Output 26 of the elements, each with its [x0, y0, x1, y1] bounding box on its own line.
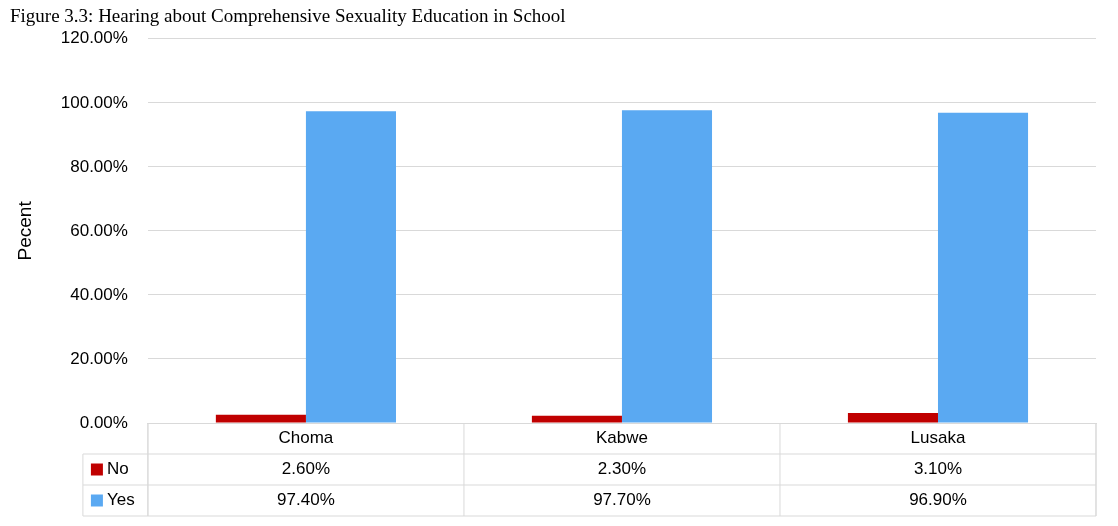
y-tick-label: 20.00%: [70, 348, 128, 368]
y-tick-label: 80.00%: [70, 156, 128, 176]
text: 2.30%: [597, 459, 647, 479]
y-axis-title: Pecent: [13, 200, 35, 261]
bar: [215, 414, 306, 423]
bar: [305, 111, 396, 423]
text: 97.40%: [277, 490, 335, 510]
text: 3.10%: [913, 459, 963, 479]
y-tick-label: 100.00%: [60, 92, 128, 112]
legend-label: No: [106, 459, 129, 479]
legend-label: Yes: [106, 490, 135, 510]
bar: [621, 110, 713, 423]
x-tick-label: Kabwe: [595, 428, 648, 448]
y-tick-label: 0.00%: [79, 412, 128, 432]
chart-title: Figure 3.3: Hearing about Comprehensive Sexuality Education in School: [10, 5, 566, 27]
y-tick-label: 120.00%: [60, 28, 128, 48]
bar: [531, 415, 622, 423]
text: 97.70%: [593, 490, 651, 510]
text: 2.60%: [281, 459, 331, 479]
bar: [937, 112, 1029, 423]
bar: [847, 413, 938, 423]
text: 96.90%: [909, 490, 967, 510]
x-tick-label: Lusaka: [910, 428, 966, 448]
x-tick-label: Choma: [278, 428, 334, 448]
y-tick-label: 60.00%: [70, 220, 128, 240]
y-tick-label: 40.00%: [70, 284, 128, 304]
